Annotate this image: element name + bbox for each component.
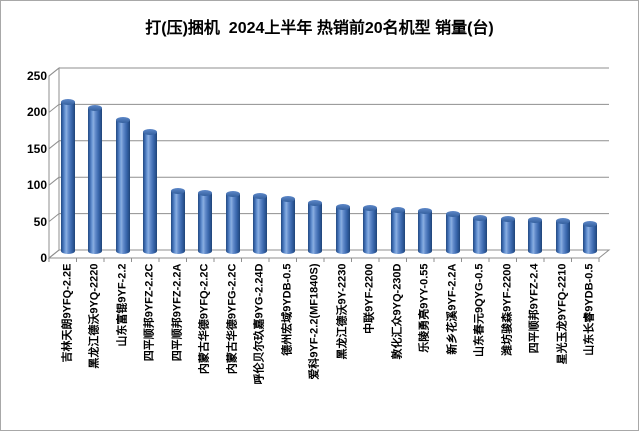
x-category-label: 吉林天朗9YFQ-2.2E	[61, 263, 74, 363]
y-axis-tick-label: 150	[26, 141, 47, 156]
x-category-label: 乐陵勇亮9YY-0.55	[418, 263, 431, 353]
bar-cylinder-cap	[308, 200, 323, 206]
bar-cylinder-cap	[363, 205, 378, 211]
x-category-label: 德州宏域9YDB-0.5	[281, 263, 294, 356]
x-category-label: 新乡花溪9YF-2.2A	[446, 263, 459, 355]
bar-cylinder	[198, 190, 213, 254]
x-category-label: 星光玉龙9YFQ-2210	[556, 263, 569, 365]
y-axis-tick-label: 250	[26, 69, 47, 83]
x-category-label: 四平顺邦9YFZ-2.2C	[143, 263, 156, 362]
bar-cylinder	[253, 193, 268, 254]
bar-cylinder	[473, 215, 488, 254]
bar-cylinder	[115, 117, 130, 254]
y-axis-tick-label: 50	[33, 214, 47, 229]
bar-cylinder-cap	[473, 215, 488, 221]
bar-cylinder	[335, 204, 350, 254]
bar-cylinder	[60, 99, 75, 254]
bar-cylinder-cap	[88, 105, 103, 111]
bar-cylinder-cap	[280, 196, 295, 202]
bar-cylinder	[170, 188, 185, 254]
x-category-label: 爱科9YF-2.2(MF1840S)	[308, 263, 321, 380]
floor-3d	[47, 249, 611, 259]
bar-cylinder	[143, 129, 158, 254]
x-category-label: 山东长睿9YDB-0.5	[583, 263, 596, 356]
bar-cylinder-cap	[170, 188, 185, 194]
bar-cylinder	[500, 216, 515, 254]
bar-cylinder	[88, 105, 103, 254]
chart-title: 打(压)捆机 2024上半年 热销前20名机型 销量(台)	[145, 20, 494, 37]
y-tick-mark	[48, 249, 60, 259]
bar-cylinder-cap	[143, 129, 158, 135]
bar-cylinder	[280, 196, 295, 254]
y-tick-mark	[48, 67, 60, 77]
bar-cylinder-cap	[60, 99, 75, 105]
bar-cylinder	[528, 217, 543, 254]
bar-cylinder-cap	[335, 204, 350, 210]
x-category-label: 内蒙古华德9YFG-2.2C	[226, 263, 239, 375]
x-category-label: 黑龙江德沃9Y-2230	[336, 263, 349, 360]
y-tick-mark	[48, 176, 60, 186]
bar-cylinder-cap	[528, 217, 543, 223]
x-category-label: 四平顺邦9YFZ-2.4	[528, 263, 541, 354]
bar-cylinder	[418, 208, 433, 254]
bar-cylinder	[308, 200, 323, 254]
bar-cylinder-cap	[445, 211, 460, 217]
y-tick-mark	[48, 213, 60, 222]
bar-cylinder-cap	[198, 190, 213, 196]
x-category-label: 敦化汇众9YQ-230D	[391, 263, 404, 360]
bar-cylinder-cap	[390, 207, 405, 213]
x-category-label: 四平顺邦9YFZ-2.2A	[171, 263, 184, 362]
y-axis-tick-label: 100	[26, 178, 47, 193]
bar-cylinder-cap	[115, 117, 130, 123]
bar-cylinder	[390, 207, 405, 254]
y-tick-mark	[48, 140, 60, 150]
bar-cylinder-cap	[500, 216, 515, 222]
bar-cylinder-cap	[225, 191, 240, 197]
x-category-label: 中联9YF-2200	[363, 263, 376, 334]
bar-cylinder	[583, 221, 598, 254]
bar-cylinder-cap	[555, 218, 570, 224]
x-category-label: 潍坊骏森9YF-2200	[501, 263, 514, 356]
side-wall-3d	[48, 66, 60, 260]
bar-cylinder	[555, 218, 570, 254]
bar-cylinder	[363, 205, 378, 254]
x-category-label: 内蒙古华德9YFQ-2.2C	[198, 263, 211, 375]
bar-cylinder-cap	[253, 193, 268, 199]
y-axis-tick-label: 0	[40, 251, 47, 265]
bar-cylinder	[445, 211, 460, 254]
x-category-label: 山东春元9QYG-0.5	[473, 263, 486, 358]
y-tick-mark	[48, 104, 60, 113]
x-category-label: 黑龙江德沃9YQ-2220	[88, 263, 101, 369]
bar-cylinder-cap	[583, 221, 598, 227]
x-category-label: 山东富锟9YF-2.2	[116, 263, 129, 347]
bar-cylinder	[225, 191, 240, 254]
bar-cylinder-cap	[418, 208, 433, 214]
x-category-label: 呼伦贝尔玖嘉9YG-2.24D	[253, 263, 266, 385]
y-axis-tick-label: 200	[26, 105, 47, 120]
